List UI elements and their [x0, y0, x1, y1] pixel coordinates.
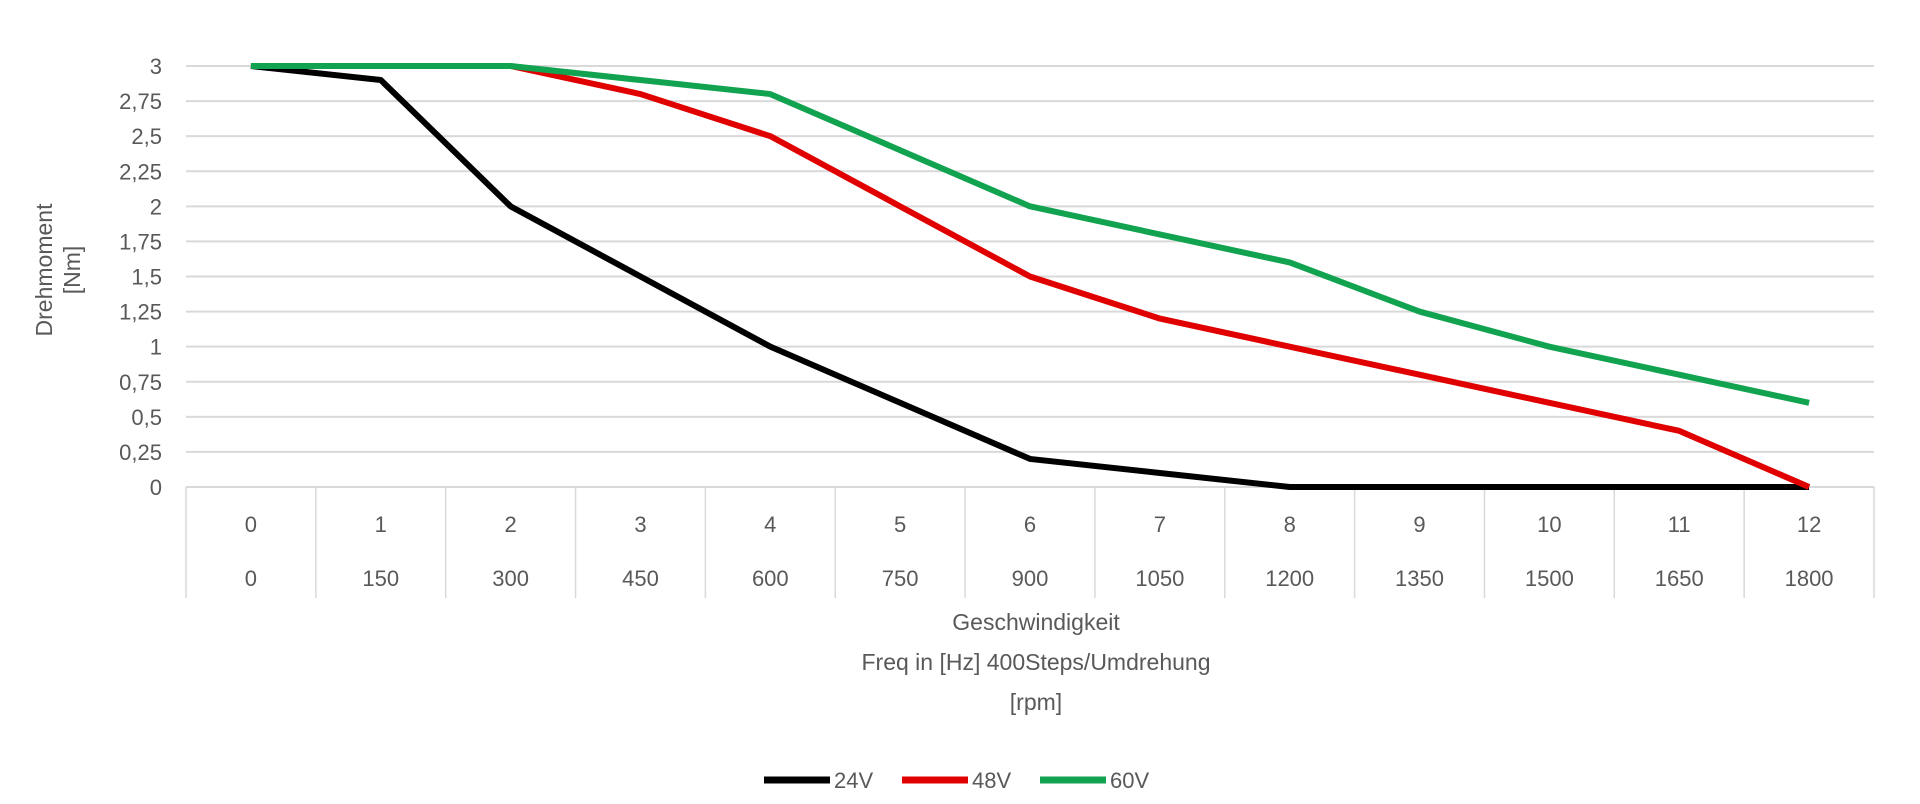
x-tick-label-rpm: 600 [752, 566, 789, 591]
x-tick-label-step: 4 [764, 512, 776, 537]
y-axis-title-line1: Drehmoment [31, 203, 57, 337]
x-tick-label-rpm: 900 [1012, 566, 1049, 591]
x-tick-label-step: 0 [245, 512, 257, 537]
y-tick-label: 1,75 [119, 229, 162, 254]
y-tick-label: 0,25 [119, 440, 162, 465]
x-tick-label-rpm: 300 [492, 566, 529, 591]
y-tick-label: 1,25 [119, 300, 162, 325]
y-axis-title-line2: [Nm] [59, 246, 85, 295]
x-tick-label-rpm: 0 [245, 566, 257, 591]
x-tick-label-rpm: 1200 [1265, 566, 1314, 591]
x-tick-label-step: 1 [375, 512, 387, 537]
y-tick-label: 0,5 [131, 405, 162, 430]
x-tick-label-rpm: 1500 [1525, 566, 1574, 591]
x-tick-label-step: 7 [1154, 512, 1166, 537]
x-tick-label-rpm: 750 [882, 566, 919, 591]
x-tick-label-step: 2 [504, 512, 516, 537]
series-lines [250, 63, 1811, 490]
x-tick-label-rpm: 1650 [1655, 566, 1704, 591]
series-line-24V [250, 63, 1810, 490]
x-tick-label-step: 9 [1413, 512, 1425, 537]
x-tick-label-rpm: 150 [362, 566, 399, 591]
x-tick-label-step: 12 [1797, 512, 1821, 537]
y-tick-label: 2,75 [119, 89, 162, 114]
y-tick-label: 3 [150, 54, 162, 79]
x-tick-label-rpm: 1050 [1135, 566, 1184, 591]
x-axis-title-line1: Geschwindigkeit [952, 609, 1120, 635]
x-axis-title-line2: Freq in [Hz] 400Steps/Umdrehung [861, 649, 1210, 675]
x-tick-label-step: 8 [1284, 512, 1296, 537]
x-tick-label-rpm: 1350 [1395, 566, 1444, 591]
y-tick-label: 0 [150, 475, 162, 500]
x-tick-label-rpm: 1800 [1785, 566, 1834, 591]
x-tick-label-step: 6 [1024, 512, 1036, 537]
legend: 24V 48V 60V [764, 768, 1149, 793]
legend-label-60V: 60V [1110, 768, 1149, 793]
x-tick-label-step: 3 [634, 512, 646, 537]
legend-label-24V: 24V [834, 768, 873, 793]
y-tick-label: 2,5 [131, 124, 162, 149]
x-tick-label-step: 11 [1668, 512, 1691, 537]
y-tick-label: 1 [150, 335, 162, 360]
y-tick-label: 0,75 [119, 370, 162, 395]
x-axis: 0 0 1 150 2 300 3 450 4 600 5 750 6 900 7 1050 8 1200 9 135… [185, 487, 1875, 598]
series-line-60V [250, 63, 1810, 406]
y-tick-label: 1,5 [131, 265, 162, 290]
gridlines [186, 65, 1874, 488]
y-tick-label: 2,25 [119, 159, 162, 184]
x-tick-label-rpm: 450 [622, 566, 659, 591]
y-tick-label: 2 [150, 194, 162, 219]
x-axis-title-line3: [rpm] [1010, 689, 1062, 715]
y-axis-ticks: 0 0,25 0,5 0,75 1 1,25 1,5 1,75 2 2,25 2,5 2,75 3 [119, 54, 162, 500]
legend-label-48V: 48V [972, 768, 1011, 793]
x-tick-label-step: 10 [1537, 512, 1561, 537]
x-tick-label-step: 5 [894, 512, 906, 537]
